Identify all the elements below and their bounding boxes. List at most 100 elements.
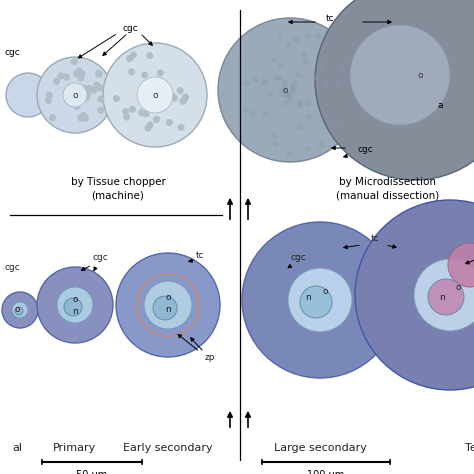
Circle shape bbox=[283, 100, 290, 106]
Circle shape bbox=[306, 114, 312, 120]
Circle shape bbox=[150, 101, 157, 109]
Circle shape bbox=[37, 57, 113, 133]
Circle shape bbox=[169, 93, 176, 100]
Text: by Tissue chopper: by Tissue chopper bbox=[71, 177, 165, 187]
Circle shape bbox=[64, 96, 71, 103]
Text: cgc: cgc bbox=[122, 24, 138, 33]
Circle shape bbox=[143, 110, 149, 118]
Circle shape bbox=[71, 58, 78, 65]
Circle shape bbox=[305, 33, 310, 39]
Text: o: o bbox=[282, 85, 288, 94]
Text: a: a bbox=[437, 100, 443, 109]
Circle shape bbox=[323, 81, 329, 87]
Circle shape bbox=[168, 92, 175, 99]
Circle shape bbox=[96, 84, 103, 91]
Circle shape bbox=[278, 63, 284, 69]
Circle shape bbox=[6, 73, 50, 117]
Circle shape bbox=[318, 64, 324, 70]
Circle shape bbox=[145, 87, 152, 94]
Text: o: o bbox=[417, 71, 423, 80]
Text: Primary: Primary bbox=[54, 443, 97, 453]
Circle shape bbox=[79, 70, 85, 77]
Circle shape bbox=[144, 281, 192, 329]
Circle shape bbox=[138, 109, 145, 116]
Text: by Microdissection: by Microdissection bbox=[339, 177, 437, 187]
Circle shape bbox=[300, 286, 332, 318]
Circle shape bbox=[181, 96, 188, 103]
Circle shape bbox=[414, 259, 474, 331]
Text: o: o bbox=[322, 288, 328, 297]
Circle shape bbox=[287, 91, 293, 96]
Circle shape bbox=[271, 57, 277, 63]
Circle shape bbox=[103, 43, 207, 147]
Circle shape bbox=[282, 80, 287, 86]
Circle shape bbox=[153, 116, 160, 123]
Circle shape bbox=[267, 91, 273, 97]
Circle shape bbox=[218, 18, 362, 162]
Text: o: o bbox=[72, 295, 78, 304]
Circle shape bbox=[285, 93, 291, 99]
Circle shape bbox=[152, 81, 159, 88]
Text: o: o bbox=[165, 293, 171, 302]
Circle shape bbox=[277, 32, 283, 38]
Circle shape bbox=[93, 82, 100, 89]
Circle shape bbox=[157, 70, 164, 76]
Circle shape bbox=[73, 70, 80, 77]
Circle shape bbox=[355, 200, 474, 390]
Circle shape bbox=[153, 296, 177, 320]
Text: o: o bbox=[152, 91, 158, 100]
Circle shape bbox=[82, 115, 89, 122]
Circle shape bbox=[79, 91, 86, 99]
Circle shape bbox=[73, 97, 79, 104]
Circle shape bbox=[150, 86, 157, 93]
Circle shape bbox=[128, 68, 135, 75]
Text: n: n bbox=[165, 306, 171, 315]
Circle shape bbox=[448, 243, 474, 287]
Circle shape bbox=[76, 67, 83, 74]
Text: Large secondary: Large secondary bbox=[273, 443, 366, 453]
Circle shape bbox=[286, 152, 292, 158]
Circle shape bbox=[80, 84, 87, 91]
Text: Terti: Terti bbox=[465, 443, 474, 453]
Circle shape bbox=[116, 253, 220, 357]
Circle shape bbox=[296, 102, 302, 108]
Circle shape bbox=[171, 95, 178, 102]
Circle shape bbox=[291, 87, 296, 93]
Circle shape bbox=[153, 116, 160, 123]
Circle shape bbox=[70, 98, 77, 105]
Circle shape bbox=[273, 75, 279, 81]
Circle shape bbox=[146, 121, 154, 128]
Circle shape bbox=[302, 58, 308, 64]
Circle shape bbox=[243, 107, 248, 113]
Circle shape bbox=[276, 75, 283, 81]
Circle shape bbox=[282, 85, 288, 91]
Circle shape bbox=[130, 52, 137, 58]
Circle shape bbox=[77, 74, 84, 81]
Circle shape bbox=[77, 90, 83, 97]
Circle shape bbox=[91, 87, 97, 93]
Circle shape bbox=[279, 88, 285, 94]
Circle shape bbox=[122, 108, 129, 115]
Circle shape bbox=[123, 114, 130, 120]
Text: 100 μm: 100 μm bbox=[307, 470, 345, 474]
Text: tc: tc bbox=[326, 13, 334, 22]
Circle shape bbox=[83, 94, 90, 101]
Circle shape bbox=[318, 141, 324, 147]
Circle shape bbox=[292, 81, 298, 87]
Circle shape bbox=[86, 85, 93, 92]
Circle shape bbox=[288, 97, 294, 103]
Circle shape bbox=[57, 73, 64, 79]
Circle shape bbox=[285, 92, 291, 99]
Circle shape bbox=[177, 87, 183, 94]
Circle shape bbox=[141, 72, 148, 79]
Circle shape bbox=[95, 70, 102, 77]
Circle shape bbox=[63, 83, 87, 107]
Circle shape bbox=[53, 78, 60, 85]
Circle shape bbox=[335, 80, 341, 86]
Circle shape bbox=[77, 114, 84, 121]
Circle shape bbox=[155, 98, 162, 105]
Circle shape bbox=[49, 114, 56, 121]
Circle shape bbox=[146, 52, 153, 59]
Circle shape bbox=[80, 112, 87, 119]
Circle shape bbox=[37, 267, 113, 343]
